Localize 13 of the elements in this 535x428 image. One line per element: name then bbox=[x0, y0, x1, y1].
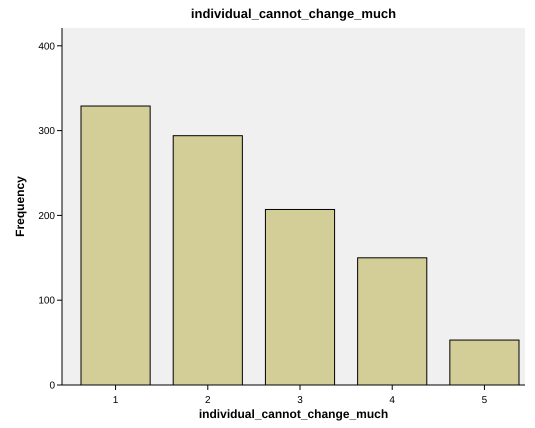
y-tick-label: 400 bbox=[38, 41, 56, 52]
y-tick-label: 100 bbox=[38, 296, 56, 307]
y-tick-label: 300 bbox=[38, 126, 56, 138]
x-tick-label: 3 bbox=[297, 395, 304, 406]
x-tick-label: 1 bbox=[112, 395, 119, 406]
y-tick-label: 200 bbox=[38, 210, 56, 222]
x-tick-label: 4 bbox=[389, 395, 396, 406]
y-axis-title: Frequency bbox=[13, 176, 27, 237]
y-tick-label: 0 bbox=[49, 380, 56, 392]
x-tick-label: 5 bbox=[482, 395, 488, 406]
chart-title: individual_cannot_change_much bbox=[190, 6, 396, 21]
x-tick-label: 2 bbox=[205, 395, 212, 406]
x-axis-title: individual_cannot_change_much bbox=[198, 407, 388, 421]
